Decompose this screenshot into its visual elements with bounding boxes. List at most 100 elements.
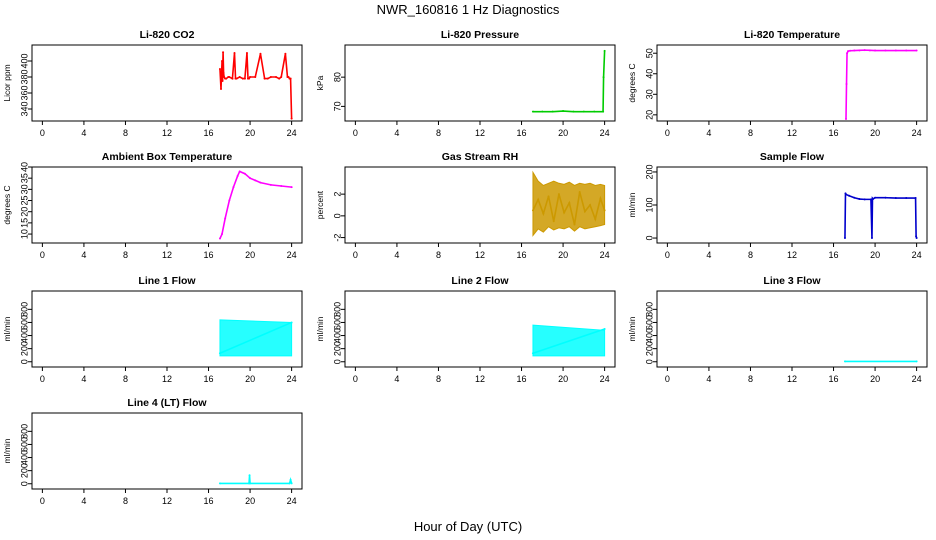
data-point <box>872 198 874 201</box>
data-point <box>858 49 861 52</box>
y-tick-label: 35 <box>19 173 29 183</box>
x-tick-label: 4 <box>706 128 711 138</box>
data-point <box>915 235 918 238</box>
data-point <box>845 83 848 86</box>
x-tick-label: 4 <box>394 250 399 260</box>
data-point <box>249 482 252 485</box>
y-tick-label: 10 <box>19 229 29 239</box>
series-line <box>532 328 605 354</box>
x-tick-label: 8 <box>748 250 753 260</box>
data-point <box>551 110 554 113</box>
panel-3: Li-820 Temperature degrees C 0 4 8 12 16 20 24 20… <box>627 29 928 138</box>
data-point <box>235 77 238 80</box>
x-tick-label: 0 <box>40 250 45 260</box>
data-point <box>603 328 606 330</box>
x-tick-label: 4 <box>81 496 86 506</box>
data-point <box>531 209 534 212</box>
x-tick-label: 24 <box>287 250 297 260</box>
data-point <box>284 52 287 55</box>
data-point <box>221 60 224 62</box>
x-tick-label: 20 <box>870 250 880 260</box>
x-tick-label: 24 <box>912 128 922 138</box>
data-series <box>218 170 293 240</box>
data-point <box>603 49 606 52</box>
x-tick-label: 16 <box>204 250 214 260</box>
x-tick-label: 16 <box>517 128 527 138</box>
data-point <box>280 76 283 78</box>
x-tick-label: 4 <box>394 374 399 384</box>
y-tick-label: 0 <box>644 359 654 364</box>
y-axis-label: kPa <box>315 75 325 90</box>
y-tick-label: 0 <box>19 359 29 364</box>
x-tick-label: 4 <box>706 374 711 384</box>
data-point <box>233 52 236 54</box>
x-tick-label: 4 <box>394 128 399 138</box>
panel-title: Ambient Box Temperature <box>102 151 233 163</box>
data-point <box>572 110 575 113</box>
y-tick-label: 2 <box>332 192 342 197</box>
y-axis-label: ml/min <box>2 438 12 463</box>
y-tick-label: 800 <box>332 302 342 317</box>
y-tick-label: 340 <box>19 101 29 116</box>
y-tick-label: 800 <box>644 302 654 317</box>
data-point <box>573 223 576 226</box>
y-axis-label: degrees C <box>627 63 637 102</box>
data-point <box>259 181 262 184</box>
y-tick-label: 400 <box>19 53 29 68</box>
data-point <box>847 50 850 53</box>
panel-title: Line 2 Flow <box>451 275 509 287</box>
data-point <box>915 49 918 52</box>
panel-7: Line 1 Flow ml/min 0 4 8 12 16 20 24 0 20040060080… <box>2 275 303 384</box>
data-series <box>845 49 918 120</box>
data-point <box>245 52 248 54</box>
x-tick-label: 20 <box>558 250 568 260</box>
data-series <box>531 49 606 113</box>
data-point <box>846 52 849 55</box>
data-point <box>221 80 224 82</box>
y-tick-label: 50 <box>644 48 654 58</box>
x-tick-label: 24 <box>912 374 922 384</box>
x-tick-label: 20 <box>245 496 255 506</box>
x-tick-label: 4 <box>81 128 86 138</box>
data-point <box>231 77 234 80</box>
y-axis-label: ml/min <box>627 192 637 217</box>
y-tick-label: 30 <box>644 89 654 99</box>
x-tick-label: 8 <box>123 496 128 506</box>
y-tick-label: 380 <box>19 69 29 84</box>
y-tick-label: 600 <box>644 315 654 330</box>
x-tick-label: 8 <box>123 374 128 384</box>
data-point <box>254 76 257 78</box>
data-point <box>849 49 852 52</box>
x-tick-label: 20 <box>558 374 568 384</box>
x-tick-label: 12 <box>475 250 485 260</box>
series-line <box>532 50 606 113</box>
x-tick-label: 20 <box>870 128 880 138</box>
x-tick-label: 8 <box>123 128 128 138</box>
x-tick-label: 16 <box>517 250 527 260</box>
y-axis-label: ml/min <box>2 316 12 341</box>
data-point <box>578 190 581 193</box>
x-tick-label: 12 <box>475 128 485 138</box>
data-point <box>287 76 290 78</box>
x-tick-label: 0 <box>353 250 358 260</box>
data-point <box>531 110 534 113</box>
data-series <box>218 474 293 485</box>
y-tick-label: 0 <box>332 359 342 364</box>
data-point <box>290 186 293 189</box>
data-point <box>552 220 555 223</box>
y-axis-label: ml/min <box>627 316 637 341</box>
data-point <box>843 237 846 240</box>
plot-frame <box>656 44 928 122</box>
data-point <box>275 76 278 78</box>
y-axis-label: Licor ppm <box>2 64 12 101</box>
y-tick-label: 400 <box>19 450 29 465</box>
x-tick-label: 24 <box>600 374 610 384</box>
data-point <box>238 170 241 173</box>
data-point <box>547 195 550 198</box>
y-tick-label: 400 <box>332 328 342 343</box>
x-tick-label: 0 <box>353 128 358 138</box>
data-point <box>593 110 596 113</box>
y-tick-label: 360 <box>19 85 29 100</box>
data-point <box>602 76 605 79</box>
